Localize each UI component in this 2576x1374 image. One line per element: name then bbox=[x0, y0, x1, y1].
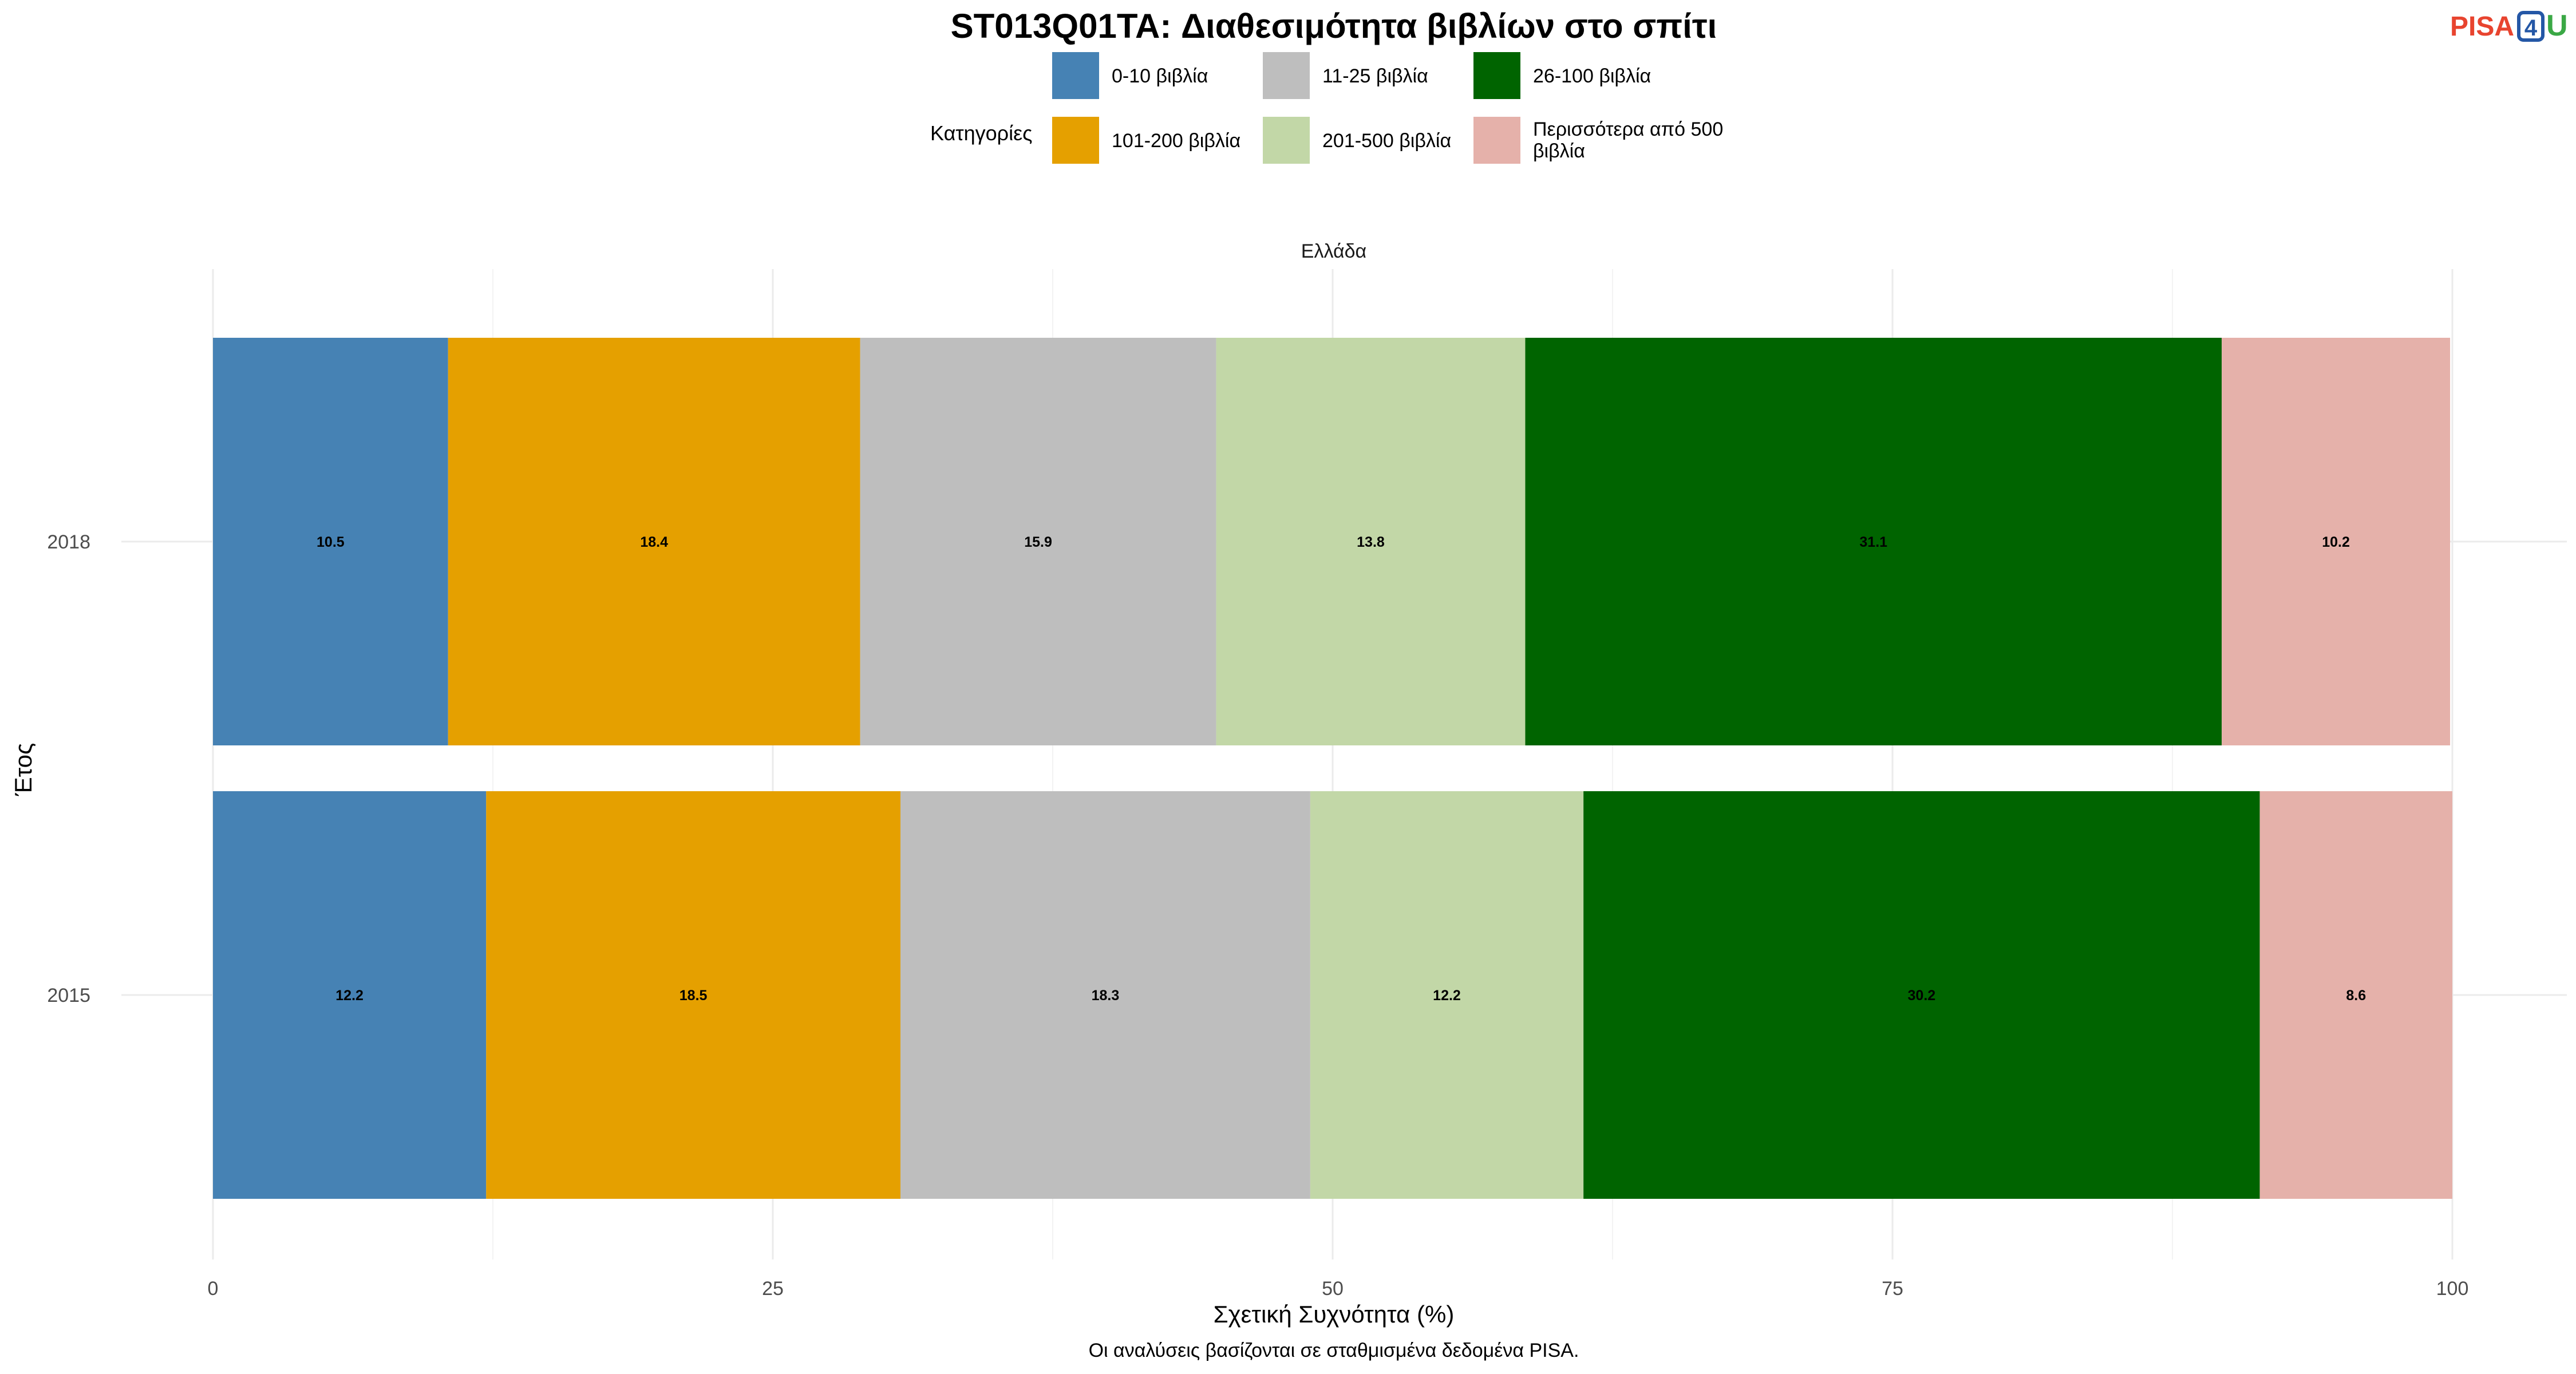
y-axis-title: Έτος bbox=[10, 743, 37, 797]
bar-segment bbox=[486, 791, 900, 1199]
bar-segment bbox=[860, 338, 1216, 745]
caption: Οι αναλύσεις βασίζονται σε σταθμισμένα δ… bbox=[1089, 1340, 1579, 1361]
data-label: 18.3 bbox=[1092, 988, 1120, 1004]
x-tick-label: 50 bbox=[1322, 1278, 1344, 1300]
chart-title: ST013Q01TA: Διαθεσιμότητα βιβλίων στο σπ… bbox=[951, 7, 1717, 45]
x-tick-label: 100 bbox=[2436, 1278, 2469, 1300]
data-label: 8.6 bbox=[2346, 988, 2366, 1004]
legend-swatch bbox=[1473, 117, 1520, 164]
legend-title: Κατηγορίες bbox=[930, 121, 1033, 145]
pisa4u-logo: PISA 4 U bbox=[2450, 9, 2568, 42]
y-tick-label: 2015 bbox=[47, 985, 90, 1006]
data-label: 18.5 bbox=[679, 988, 708, 1004]
legend: Κατηγορίες 0-10 βιβλία 101-200 βιβλία 11-2… bbox=[930, 52, 1723, 164]
legend-label: 101-200 βιβλία bbox=[1112, 130, 1240, 152]
bar-segment bbox=[1525, 338, 2222, 745]
data-label: 18.4 bbox=[640, 534, 668, 550]
x-axis-title: Σχετική Συχνότητα (%) bbox=[1214, 1301, 1455, 1328]
axes-layer: 2018 2015 0 25 50 75 100 bbox=[47, 531, 2468, 1300]
bar-segment bbox=[213, 338, 448, 745]
data-label: 31.1 bbox=[1859, 534, 1887, 550]
y-tick-label: 2018 bbox=[47, 531, 90, 553]
logo-text-pisa: PISA bbox=[2450, 11, 2514, 42]
bars-layer bbox=[213, 338, 2452, 1199]
bar-segment bbox=[213, 791, 487, 1199]
legend-swatch bbox=[1473, 52, 1520, 99]
legend-label: Περισσότερα από 500 βιβλία bbox=[1533, 119, 1723, 162]
legend-label: 26-100 βιβλία bbox=[1533, 65, 1651, 87]
data-label: 12.2 bbox=[335, 988, 364, 1004]
legend-swatch bbox=[1263, 52, 1310, 99]
legend-swatch bbox=[1052, 117, 1099, 164]
legend-label: 11-25 βιβλία bbox=[1322, 65, 1428, 87]
bar-segment bbox=[448, 338, 860, 745]
bar-segment bbox=[1310, 791, 1584, 1199]
data-label: 30.2 bbox=[1908, 988, 1936, 1004]
data-label: 15.9 bbox=[1024, 534, 1052, 550]
legend-swatch bbox=[1263, 117, 1310, 164]
data-label: 10.2 bbox=[2322, 534, 2350, 550]
bar-segment bbox=[1216, 338, 1526, 745]
x-tick-label: 0 bbox=[208, 1278, 219, 1300]
bar-segment bbox=[2222, 338, 2451, 745]
facet-label: Ελλάδα bbox=[1301, 240, 1366, 262]
x-tick-label: 25 bbox=[762, 1278, 784, 1300]
logo-box bbox=[2517, 11, 2545, 42]
logo-text-4: 4 bbox=[2524, 15, 2538, 41]
legend-label: 201-500 βιβλία bbox=[1322, 130, 1451, 152]
logo-text-u: U bbox=[2546, 9, 2568, 42]
data-label: 13.8 bbox=[1357, 534, 1385, 550]
data-label: 12.2 bbox=[1433, 988, 1461, 1004]
x-tick-label: 75 bbox=[1882, 1278, 1903, 1300]
legend-label: 0-10 βιβλία bbox=[1112, 65, 1208, 87]
bar-segment bbox=[900, 791, 1310, 1199]
bar-segment bbox=[1583, 791, 2260, 1199]
data-labels-layer: 10.5 18.4 15.9 13.8 31.1 10.2 12.2 18.5 18.3 12.2… bbox=[317, 534, 2366, 1004]
data-label: 10.5 bbox=[317, 534, 345, 550]
bar-segment bbox=[2259, 791, 2452, 1199]
legend-swatch bbox=[1052, 52, 1099, 99]
